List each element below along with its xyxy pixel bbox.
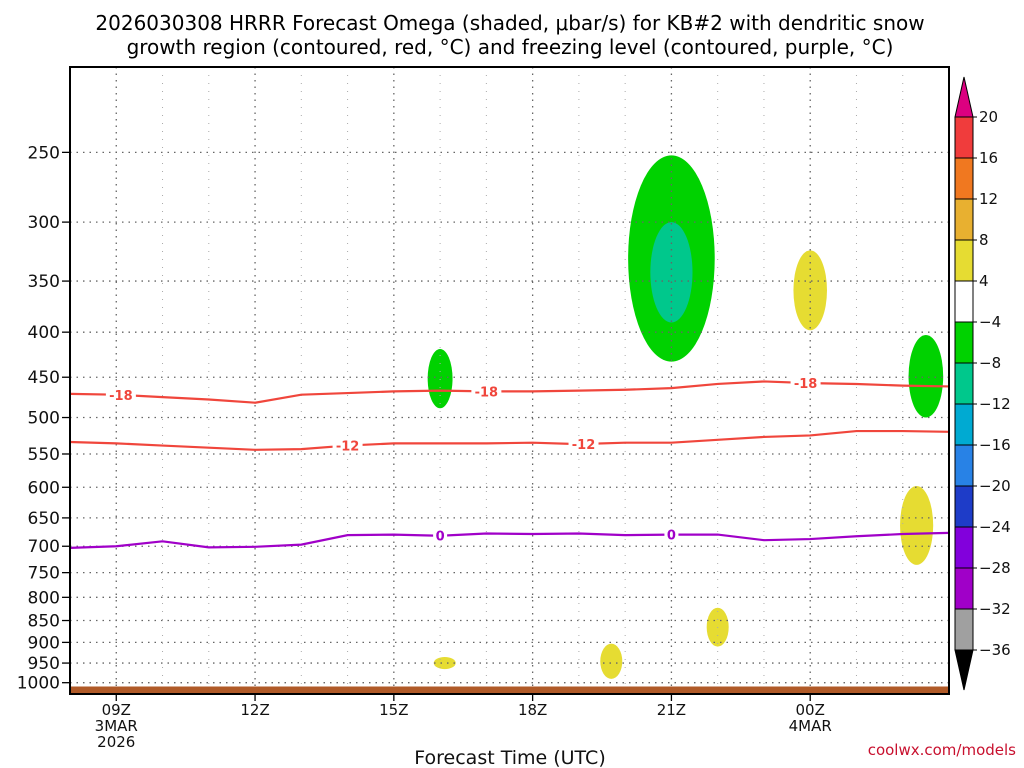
colorbar-label-4: 4	[979, 272, 989, 290]
ytick-label-850: 850	[28, 612, 60, 632]
colorbar-box-6	[954, 321, 974, 364]
ytick-label-350: 350	[28, 272, 60, 292]
ytick-label-300: 300	[28, 213, 60, 233]
colorbar-label-7: −12	[979, 395, 1011, 413]
colorbar-label-12: −32	[979, 600, 1011, 618]
ytick-label-450: 450	[28, 368, 60, 388]
contour-label--12-1: -12	[572, 438, 596, 453]
contour-label-bg	[471, 383, 502, 400]
ytick-label-950: 950	[28, 654, 60, 674]
colorbar-box-13	[954, 608, 974, 651]
xtick-label-00Z-1: 4MAR	[789, 717, 832, 735]
chart-title-line-1: 2026030308 HRRR Forecast Omega (shaded, …	[95, 11, 924, 35]
colorbar: 20 16 12 8 4 −4 −8 −12 −16 −20 −24 −28 −32 −36	[954, 76, 1011, 691]
colorbar-label-13: −36	[979, 641, 1011, 659]
colorbar-box-9	[954, 444, 974, 487]
omega-shading	[427, 155, 944, 679]
xtick-label-12Z-0: 12Z	[240, 701, 269, 719]
colorbar-box-7	[954, 362, 974, 405]
omega-region-5	[900, 485, 934, 565]
colorbar-box-4	[954, 239, 974, 282]
temperature-contours: -18 -18 -18 -12 -12 0 0	[70, 374, 949, 549]
colorbar-box-12	[954, 567, 974, 610]
ytick-label-900: 900	[28, 633, 60, 653]
xtick-label-09Z-0: 09Z	[102, 701, 131, 719]
contour-label-0-1: 0	[667, 529, 676, 544]
colorbar-box-8	[954, 403, 974, 446]
colorbar-label-11: −28	[979, 559, 1011, 577]
ytick-label-550: 550	[28, 445, 60, 465]
ytick-label-800: 800	[28, 588, 60, 608]
contour-line--12	[70, 429, 949, 451]
ytick-label-650: 650	[28, 509, 60, 529]
xtick-label-18Z-0: 18Z	[518, 701, 547, 719]
xtick-label-00Z-0: 00Z	[796, 701, 825, 719]
colorbar-label-10: −24	[979, 518, 1011, 536]
colorbar-label-0: 20	[979, 108, 998, 126]
omega-region-1	[650, 222, 693, 323]
contour-label-bg	[790, 374, 821, 391]
ytick-label-250: 250	[28, 143, 60, 163]
colorbar-label-9: −20	[979, 477, 1011, 495]
contour-label-bg	[568, 435, 599, 452]
omega-region-7	[600, 643, 623, 679]
colorbar-box-5	[954, 280, 974, 323]
y-axis-ticks: 2503003504004505005506006507007508008509…	[17, 143, 70, 694]
contour-label-bg	[433, 527, 448, 544]
colorbar-box-10	[954, 485, 974, 528]
colorbar-box-3	[954, 198, 974, 241]
xtick-label-09Z-2: 2026	[97, 733, 135, 751]
contour-label--18-2: -18	[794, 377, 818, 392]
omega-region-2	[427, 349, 453, 409]
plot-frame	[69, 66, 950, 695]
contour-label--18-1: -18	[475, 385, 499, 400]
ytick-label-400: 400	[28, 323, 60, 343]
xtick-label-09Z-1: 3MAR	[95, 717, 138, 735]
omega-region-3	[908, 335, 944, 418]
colorbar-box-1	[954, 116, 974, 159]
omega-region-8	[433, 656, 456, 670]
terrain-fill	[70, 686, 949, 694]
ytick-label-700: 700	[28, 537, 60, 557]
colorbar-label-3: 8	[979, 231, 989, 249]
ytick-label-600: 600	[28, 478, 60, 498]
colorbar-box-2	[954, 157, 974, 200]
colorbar-label-1: 16	[979, 149, 998, 167]
chart-title-line-2: growth region (contoured, red, °C) and f…	[127, 35, 894, 59]
colorbar-label-2: 12	[979, 190, 998, 208]
omega-region-4	[793, 250, 827, 331]
contour-label--12-0: -12	[336, 440, 360, 455]
contour-label-bg	[332, 437, 363, 454]
credit-text: coolwx.com/models	[868, 741, 1016, 759]
grid-lines	[69, 67, 950, 694]
contour-label--18-0: -18	[109, 389, 133, 404]
xtick-label-15Z-0: 15Z	[379, 701, 408, 719]
colorbar-label-6: −8	[979, 354, 1001, 372]
ytick-label-500: 500	[28, 409, 60, 429]
colorbar-label-5: −4	[979, 313, 1001, 331]
contour-label-0-0: 0	[436, 530, 445, 545]
contour-label-bg	[664, 526, 679, 543]
contour-line-0	[70, 531, 949, 549]
ytick-label-750: 750	[28, 564, 60, 584]
colorbar-bottom-arrow	[954, 649, 974, 691]
ytick-label-1000: 1000	[17, 674, 60, 694]
x-axis-label: Forecast Time (UTC)	[414, 747, 605, 768]
colorbar-top-arrow	[954, 76, 974, 118]
terrain-band	[70, 686, 949, 694]
contour-label-bg	[105, 386, 136, 403]
colorbar-label-8: −16	[979, 436, 1011, 454]
colorbar-box-11	[954, 526, 974, 569]
xtick-label-21Z-0: 21Z	[657, 701, 686, 719]
